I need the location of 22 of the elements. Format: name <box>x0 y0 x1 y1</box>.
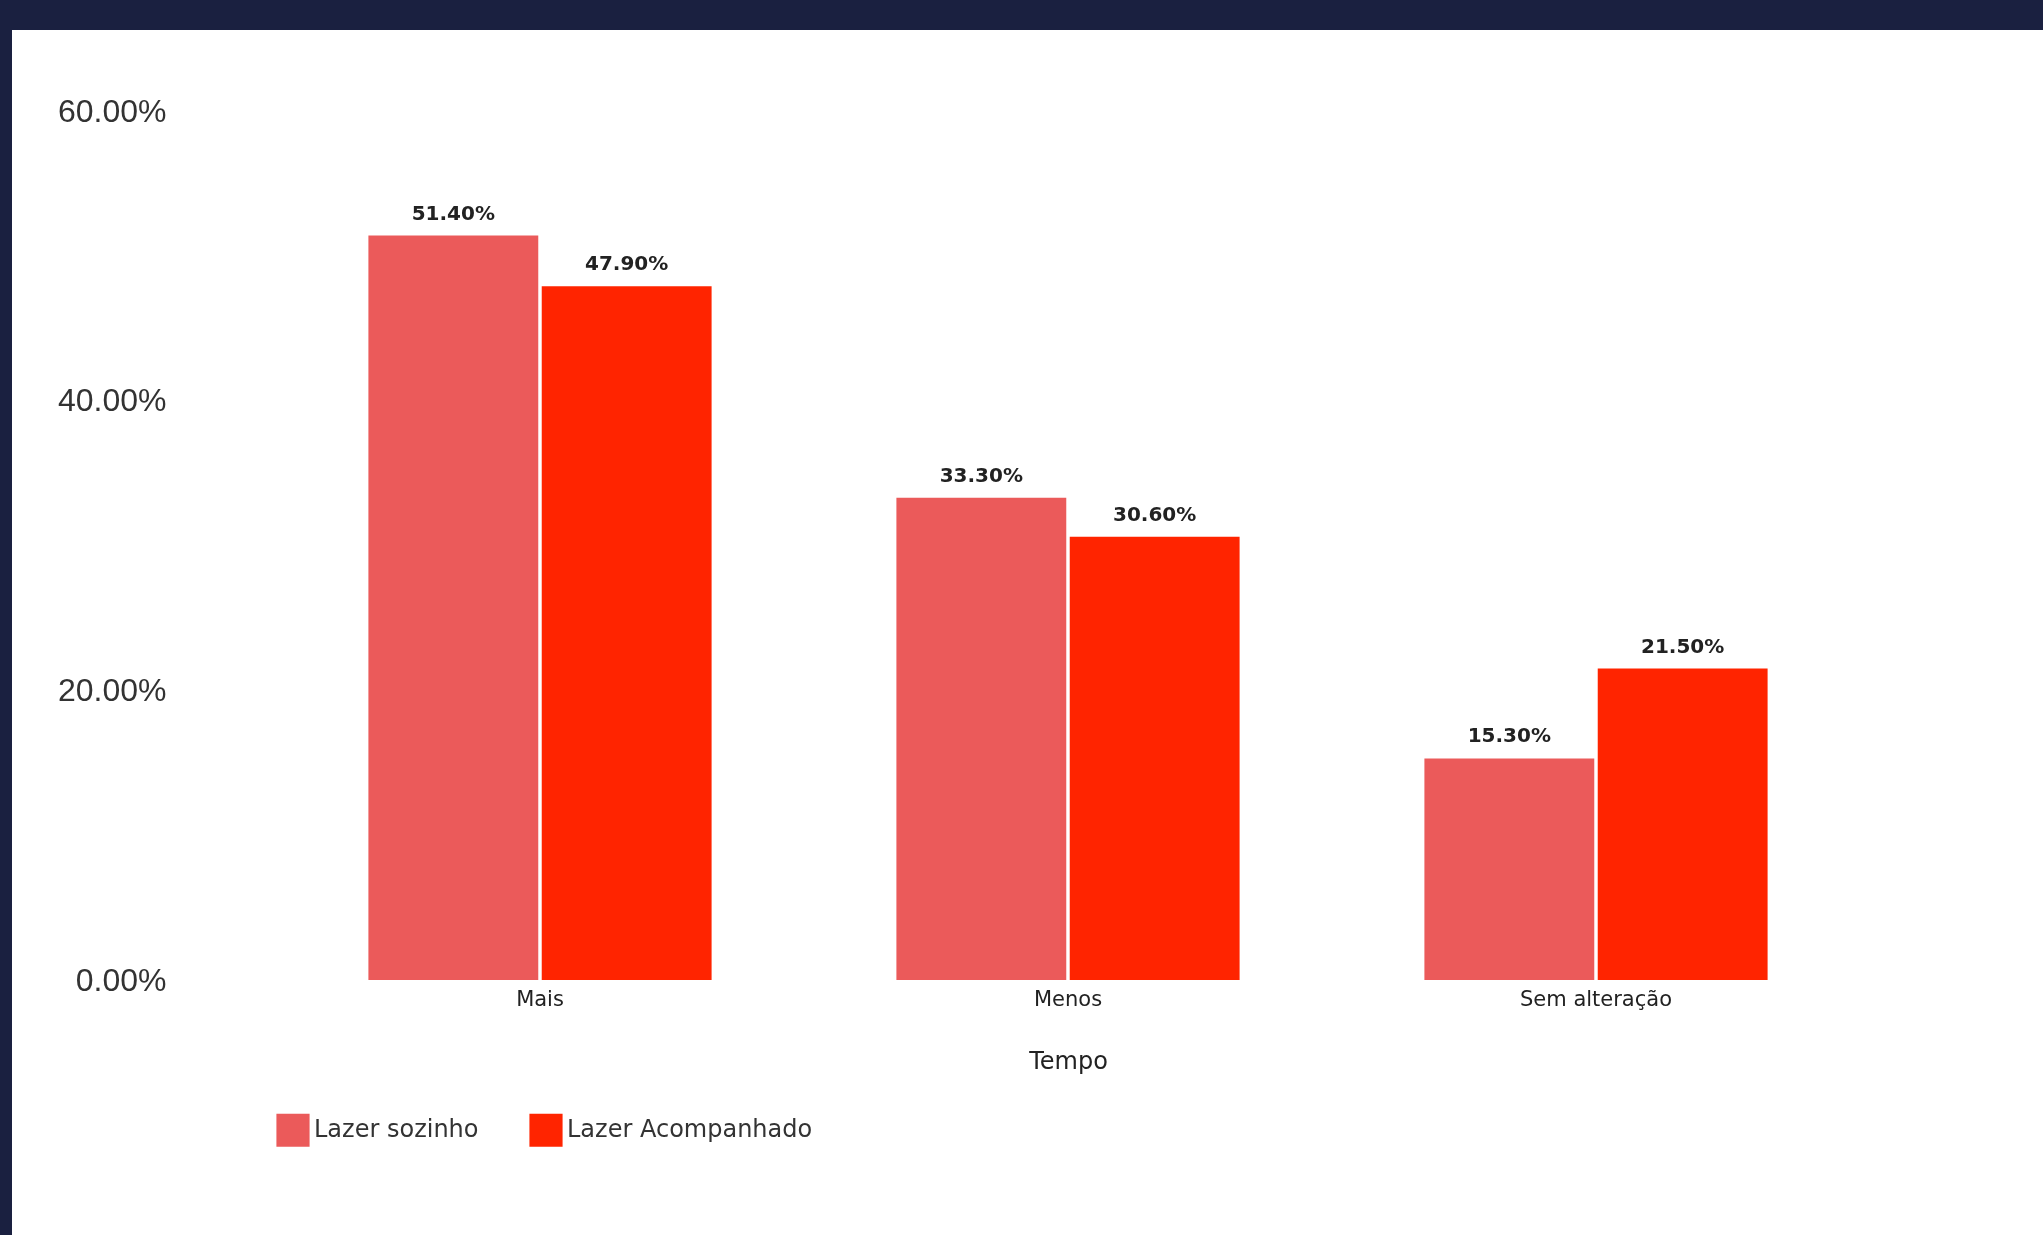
data-label: 15.30% <box>1467 723 1551 748</box>
x-tick-label: Mais <box>516 986 564 1011</box>
y-tick-label: 60.00% <box>57 92 167 129</box>
data-label: 51.40% <box>411 200 495 225</box>
legend-label: Lazer Acompanhado <box>567 1115 813 1144</box>
x-tick-label: Menos <box>1033 986 1103 1011</box>
data-label: 30.60% <box>1113 501 1197 526</box>
x-tick-label: Sem alteração <box>1519 986 1673 1011</box>
data-label: 21.50% <box>1641 633 1725 658</box>
bar <box>1597 668 1768 980</box>
y-tick-label: 0.00% <box>75 961 167 998</box>
x-axis-title: Tempo <box>1028 1046 1108 1075</box>
bar <box>1069 536 1240 980</box>
bar <box>541 286 712 980</box>
data-label: 33.30% <box>939 462 1023 487</box>
bar <box>896 497 1067 980</box>
bar <box>368 235 539 980</box>
bar <box>1424 758 1595 980</box>
y-tick-label: 20.00% <box>57 671 167 708</box>
y-tick-label: 40.00% <box>57 382 167 419</box>
legend-label: Lazer sozinho <box>314 1115 479 1144</box>
data-label: 47.90% <box>585 251 669 276</box>
